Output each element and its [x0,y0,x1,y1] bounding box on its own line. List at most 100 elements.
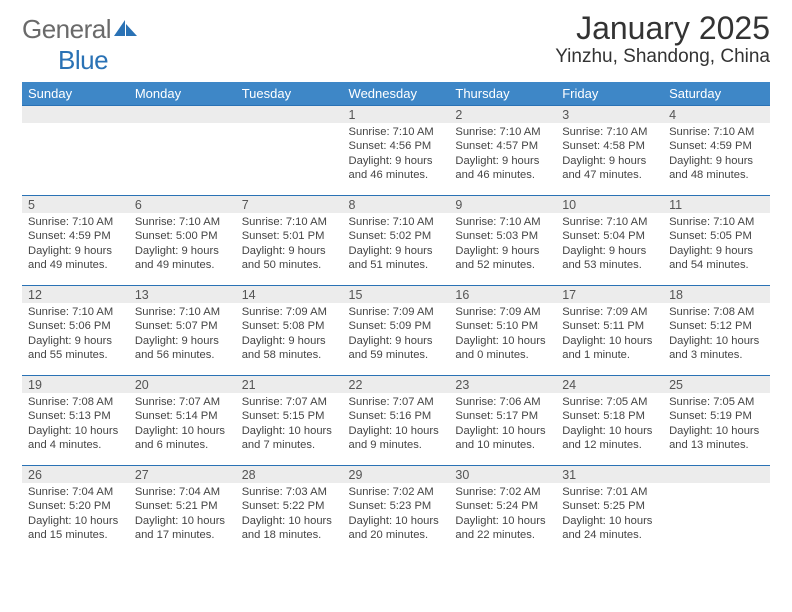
sunrise-line: Sunrise: 7:10 AM [669,126,754,138]
title-block: January 2025 Yinzhu, Shandong, China [555,10,770,68]
day-details: Sunrise: 7:06 AMSunset: 5:17 PMDaylight:… [449,393,556,455]
day-details: Sunrise: 7:10 AMSunset: 5:00 PMDaylight:… [129,213,236,275]
calendar-day-cell: 29Sunrise: 7:02 AMSunset: 5:23 PMDayligh… [343,465,450,555]
day-number-bar [129,105,236,123]
day-number: 17 [556,285,663,303]
day-details: Sunrise: 7:10 AMSunset: 4:57 PMDaylight:… [449,123,556,185]
daylight-line: Daylight: 9 hours and 46 minutes. [349,155,433,181]
sunrise-line: Sunrise: 7:08 AM [28,396,113,408]
sunrise-line: Sunrise: 7:10 AM [28,216,113,228]
day-number: 4 [663,105,770,123]
daylight-line: Daylight: 9 hours and 48 minutes. [669,155,753,181]
sunrise-line: Sunrise: 7:07 AM [349,396,434,408]
sunrise-line: Sunrise: 7:10 AM [455,216,540,228]
daylight-line: Daylight: 9 hours and 51 minutes. [349,245,433,271]
sunrise-line: Sunrise: 7:01 AM [562,486,647,498]
calendar-day-cell: 14Sunrise: 7:09 AMSunset: 5:08 PMDayligh… [236,285,343,375]
sunrise-line: Sunrise: 7:10 AM [349,126,434,138]
daylight-line: Daylight: 10 hours and 15 minutes. [28,515,118,541]
daylight-line: Daylight: 10 hours and 7 minutes. [242,425,332,451]
daylight-line: Daylight: 10 hours and 13 minutes. [669,425,759,451]
day-number: 28 [236,465,343,483]
day-number: 25 [663,375,770,393]
day-number: 14 [236,285,343,303]
day-details: Sunrise: 7:09 AMSunset: 5:09 PMDaylight:… [343,303,450,365]
daylight-line: Daylight: 10 hours and 24 minutes. [562,515,652,541]
day-number: 24 [556,375,663,393]
sunrise-line: Sunrise: 7:10 AM [28,306,113,318]
calendar-body: 1Sunrise: 7:10 AMSunset: 4:56 PMDaylight… [22,105,770,555]
daylight-line: Daylight: 9 hours and 58 minutes. [242,335,326,361]
calendar-day-cell: 24 Sunrise: 7:05 AM Sunset: 5:18 PM Dayligh… [556,375,663,465]
day-number: 30 [449,465,556,483]
daylight-line: Daylight: 9 hours and 49 minutes. [135,245,219,271]
sunrise-line: Sunrise: 7:04 AM [28,486,113,498]
calendar-day-cell: 21Sunrise: 7:07 AMSunset: 5:15 PMDayligh… [236,375,343,465]
sunset-line: Sunset: 5:07 PM [135,320,218,332]
calendar-week-row: 19Sunrise: 7:08 AMSunset: 5:13 PMDayligh… [22,375,770,465]
sunrise-line: Sunrise: 7:10 AM [562,126,647,138]
day-details: Sunrise: 7:09 AMSunset: 5:11 PMDaylight:… [556,303,663,365]
day-details: Sunrise: 7:03 AMSunset: 5:22 PMDaylight:… [236,483,343,545]
sunrise-line: Sunrise: 7:05 AM [562,396,647,408]
day-details: Sunrise: 7:04 AMSunset: 5:20 PMDaylight:… [22,483,129,545]
calendar-day-cell: 11Sunrise: 7:10 AMSunset: 5:05 PMDayligh… [663,195,770,285]
calendar-day-cell: 26Sunrise: 7:04 AMSunset: 5:20 PMDayligh… [22,465,129,555]
sunset-line: Sunset: 5:13 PM [28,410,111,422]
sunrise-line: Sunrise: 7:07 AM [242,396,327,408]
sunset-line: Sunset: 5:10 PM [455,320,538,332]
calendar-day-cell [22,105,129,195]
location: Yinzhu, Shandong, China [555,46,770,68]
calendar-week-row: 12Sunrise: 7:10 AMSunset: 5:06 PMDayligh… [22,285,770,375]
day-number: 23 [449,375,556,393]
day-details: Sunrise: 7:07 AMSunset: 5:15 PMDaylight:… [236,393,343,455]
calendar-day-cell: 3Sunrise: 7:10 AMSunset: 4:58 PMDaylight… [556,105,663,195]
sunset-line: Sunset: 5:24 PM [455,500,538,512]
weekday-header: Monday [129,82,236,105]
day-number: 27 [129,465,236,483]
sunset-line: Sunset: 5:18 PM [562,410,645,422]
day-number: 31 [556,465,663,483]
daylight-line: Daylight: 10 hours and 12 minutes. [562,425,652,451]
daylight-line: Daylight: 9 hours and 56 minutes. [135,335,219,361]
daylight-line: Daylight: 9 hours and 47 minutes. [562,155,646,181]
day-details: Sunrise: 7:05 AMSunset: 5:19 PMDaylight:… [663,393,770,455]
sunrise-line: Sunrise: 7:10 AM [135,306,220,318]
sunrise-line: Sunrise: 7:09 AM [455,306,540,318]
sunrise-line: Sunrise: 7:10 AM [242,216,327,228]
weekday-header: Friday [556,82,663,105]
logo: GeneralBlue [22,14,139,76]
day-details: Sunrise: 7:10 AMSunset: 4:56 PMDaylight:… [343,123,450,185]
sunset-line: Sunset: 5:23 PM [349,500,432,512]
daylight-line: Daylight: 10 hours and 18 minutes. [242,515,332,541]
daylight-line: Daylight: 10 hours and 1 minute. [562,335,652,361]
calendar-day-cell: 8Sunrise: 7:10 AMSunset: 5:02 PMDaylight… [343,195,450,285]
sunset-line: Sunset: 5:01 PM [242,230,325,242]
day-number: 5 [22,195,129,213]
calendar-day-cell: 23Sunrise: 7:06 AMSunset: 5:17 PMDayligh… [449,375,556,465]
day-number: 3 [556,105,663,123]
daylight-line: Daylight: 10 hours and 20 minutes. [349,515,439,541]
day-details: Sunrise: 7:10 AMSunset: 5:04 PMDaylight:… [556,213,663,275]
day-number: 13 [129,285,236,303]
header: GeneralBlue January 2025 Yinzhu, Shandon… [22,10,770,76]
calendar-day-cell [236,105,343,195]
sunset-line: Sunset: 5:03 PM [455,230,538,242]
sunrise-line: Sunrise: 7:10 AM [349,216,434,228]
day-number: 6 [129,195,236,213]
daylight-line: Daylight: 9 hours and 53 minutes. [562,245,646,271]
calendar-day-cell: 1Sunrise: 7:10 AMSunset: 4:56 PMDaylight… [343,105,450,195]
calendar-day-cell: 15Sunrise: 7:09 AMSunset: 5:09 PMDayligh… [343,285,450,375]
sunset-line: Sunset: 5:19 PM [669,410,752,422]
calendar-day-cell: 2Sunrise: 7:10 AMSunset: 4:57 PMDaylight… [449,105,556,195]
calendar-day-cell: 25Sunrise: 7:05 AMSunset: 5:19 PMDayligh… [663,375,770,465]
calendar-day-cell: 22Sunrise: 7:07 AMSunset: 5:16 PMDayligh… [343,375,450,465]
sunrise-line: Sunrise: 7:06 AM [455,396,540,408]
calendar-week-row: 5Sunrise: 7:10 AMSunset: 4:59 PMDaylight… [22,195,770,285]
calendar-day-cell: 31Sunrise: 7:01 AMSunset: 5:25 PMDayligh… [556,465,663,555]
sunrise-line: Sunrise: 7:03 AM [242,486,327,498]
calendar-day-cell: 9Sunrise: 7:10 AMSunset: 5:03 PMDaylight… [449,195,556,285]
sunset-line: Sunset: 4:59 PM [669,140,752,152]
calendar-day-cell: 10Sunrise: 7:10 AMSunset: 5:04 PMDayligh… [556,195,663,285]
day-number-bar [236,105,343,123]
